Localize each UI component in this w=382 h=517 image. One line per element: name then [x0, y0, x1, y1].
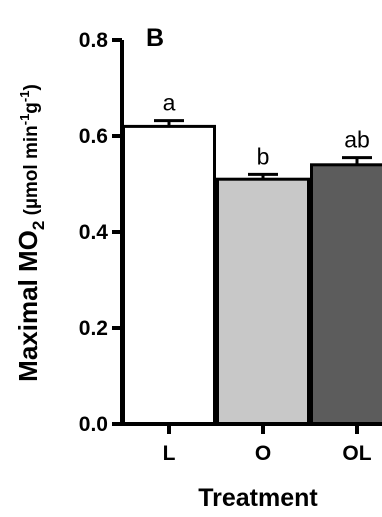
significance-label-l: a [163, 90, 176, 116]
x-tick-label-o: O [255, 442, 271, 465]
y-axis-ticks: 0.0 0.2 0.4 0.6 0.8 [79, 29, 122, 436]
x-axis-title: Treatment [198, 484, 318, 512]
y-axis-title-exp2: -1 [17, 91, 32, 103]
significance-label-ol: ab [344, 127, 370, 153]
y-axis-title-unit-pre: (µmol min [21, 125, 42, 220]
y-tick-label: 0.6 [79, 125, 108, 148]
y-axis-title-unit-post: ) [21, 84, 42, 90]
x-tick-label-l: L [163, 442, 176, 465]
y-axis-title-sub: 2 [29, 221, 48, 230]
bar-o [216, 177, 310, 426]
significance-label-o: b [257, 143, 270, 169]
y-axis-title-exp1: -1 [17, 114, 32, 126]
y-tick-label: 0.4 [79, 221, 109, 244]
bars-group [122, 124, 382, 426]
x-tick-label-ol: OL [342, 442, 371, 465]
error-bars-group [154, 119, 372, 180]
panel-label: B [146, 24, 164, 52]
y-axis-title-unit-mid: g [21, 102, 42, 114]
y-axis-title-main: Maximal MO [13, 230, 43, 382]
y-tick-label: 0.2 [79, 317, 108, 340]
x-axis-ticks: L O OL [163, 424, 372, 465]
y-axis-title: Maximal MO2 (µmol min-1g-1) [13, 84, 48, 382]
y-tick-label: 0.8 [79, 29, 109, 52]
bar-l [122, 124, 216, 426]
y-tick-label: 0.0 [79, 413, 108, 436]
bar-ol [310, 163, 382, 426]
